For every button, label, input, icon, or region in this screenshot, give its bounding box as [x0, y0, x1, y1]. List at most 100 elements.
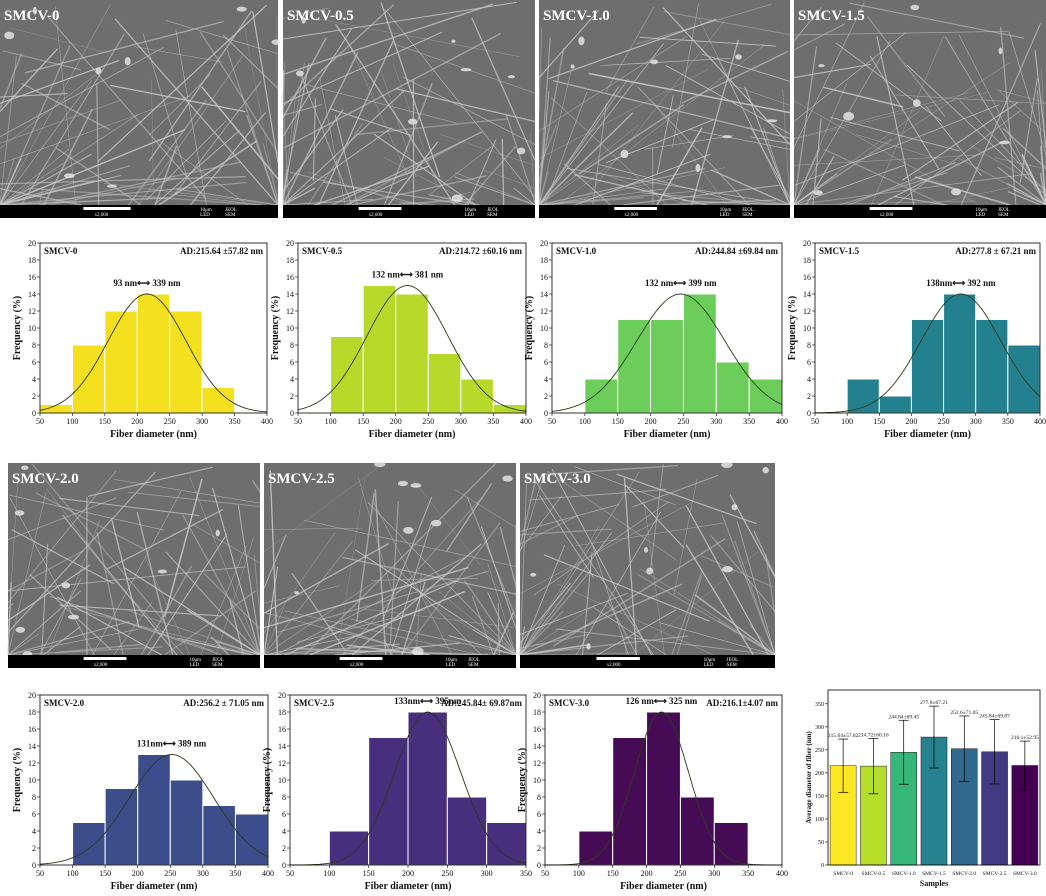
y-tick-label: 4 [807, 375, 811, 384]
x-tick-label: 200 [131, 417, 143, 426]
histogram-bar [618, 320, 651, 414]
x-tick-label: 300 [481, 869, 493, 878]
histogram-bar [329, 831, 368, 865]
histogram-bar [105, 311, 137, 413]
y-tick-label: 12 [286, 307, 294, 316]
bead-texture [650, 59, 658, 64]
bead-texture [722, 566, 733, 572]
histogram-bar [40, 405, 72, 414]
y-tick-label: 2 [537, 844, 541, 853]
y-tick-label: 4 [544, 375, 548, 384]
x-tick-label: SMCV-0.5 [862, 871, 886, 877]
x-tick-label: 200 [132, 869, 144, 878]
y-tick-label: 16 [28, 725, 36, 734]
y-tick-label: 6 [807, 358, 811, 367]
range-label: 132 nm⟷ 381 nm [372, 270, 444, 280]
sem-label: SMCV-1.0 [543, 8, 610, 24]
bead-texture [412, 647, 423, 656]
y-tick-label: 10 [533, 776, 541, 785]
x-tick-label: 350 [487, 417, 499, 426]
y-tick-label: 14 [540, 290, 548, 299]
sem-label: SMCV-2.0 [12, 471, 79, 487]
histogram-bar [493, 405, 526, 414]
histogram-bar [137, 294, 169, 413]
y-tick-label: 350 [815, 702, 824, 708]
sem-footer-text: LED [200, 213, 210, 218]
x-tick-label: 100 [325, 417, 337, 426]
x-axis-label: Fiber diameter (nm) [884, 429, 971, 440]
x-tick-label: 400 [261, 417, 273, 426]
bead-texture [125, 57, 131, 65]
y-tick-label: 4 [32, 827, 36, 836]
bead-texture [722, 135, 732, 138]
x-tick-label: 200 [645, 417, 657, 426]
bead-texture [296, 70, 304, 76]
x-tick-label: 50 [548, 417, 556, 426]
range-label: 138nm⟷ 392 nm [926, 278, 996, 288]
y-tick-label: 20 [286, 239, 294, 248]
bead-texture [68, 615, 79, 620]
x-tick-label: 150 [873, 417, 885, 426]
y-tick-label: 16 [286, 273, 294, 282]
x-tick-label: 50 [541, 869, 549, 878]
x-axis-label: Fiber diameter (nm) [620, 881, 707, 891]
bead-texture [21, 466, 28, 470]
histogram-bar [585, 379, 618, 413]
y-tick-label: 12 [28, 759, 36, 768]
y-tick-label: 14 [278, 742, 286, 751]
bead-texture [410, 483, 421, 488]
bead-texture [578, 37, 584, 46]
x-tick-label: 350 [229, 869, 241, 878]
histogram-bar [911, 320, 943, 414]
value-label: 214.72±60.16 [858, 732, 889, 738]
x-tick-label: 300 [196, 417, 208, 426]
y-tick-label: 10 [28, 776, 36, 785]
x-tick-label: 250 [422, 417, 434, 426]
y-axis-label: Frequency (%) [12, 748, 23, 813]
annotation: AD:215.64 ±57.82 nm [180, 246, 263, 256]
histogram-bar [170, 780, 203, 865]
y-tick-label: 8 [32, 793, 36, 802]
x-tick-label: 400 [520, 417, 532, 426]
sem-footer-text: x2,000 [95, 213, 109, 218]
bead-texture [502, 476, 512, 482]
sem-footer-text: LED [704, 663, 714, 668]
sem-footer-text: SEM [212, 663, 223, 668]
bead-texture [843, 112, 854, 121]
bead-texture [999, 141, 1010, 144]
y-tick-label: 6 [537, 810, 541, 819]
x-axis-label: Fiber diameter (nm) [365, 881, 452, 891]
histogram-bar [203, 806, 236, 866]
bead-texture [762, 467, 768, 473]
y-tick-label: 18 [286, 256, 294, 265]
y-axis-label: Frequency (%) [262, 748, 273, 813]
x-tick-label: 350 [743, 417, 755, 426]
y-tick-label: 12 [533, 759, 541, 768]
annotation: AD:244.84 ±69.84 nm [695, 246, 778, 256]
x-tick-label: 100 [573, 869, 585, 878]
x-axis-label: Fiber diameter (nm) [110, 429, 197, 440]
y-tick-label: 6 [282, 810, 286, 819]
histogram-bar [235, 814, 268, 865]
y-tick-label: 20 [803, 239, 811, 248]
bead-texture [571, 64, 575, 68]
annotation: AD:277.8 ± 67.21 nm [955, 246, 1036, 256]
x-tick-label: 100 [841, 417, 853, 426]
histogram-bar [408, 712, 447, 865]
bead-texture [96, 67, 102, 74]
histogram-bar [73, 823, 106, 866]
x-tick-label: SMCV-2.5 [983, 871, 1007, 877]
x-tick-label: 250 [677, 417, 689, 426]
y-tick-label: 14 [803, 290, 811, 299]
x-tick-label: 200 [905, 417, 917, 426]
y-tick-label: 6 [290, 358, 294, 367]
y-tick-label: 18 [533, 708, 541, 717]
x-tick-label: 300 [455, 417, 467, 426]
x-tick-label: 400 [776, 417, 788, 426]
histogram-bar [487, 823, 526, 866]
sem-footer-text: SEM [727, 663, 738, 668]
y-axis-label: Frequency (%) [524, 296, 535, 361]
bead-texture [64, 173, 75, 178]
bead-texture [621, 150, 629, 158]
